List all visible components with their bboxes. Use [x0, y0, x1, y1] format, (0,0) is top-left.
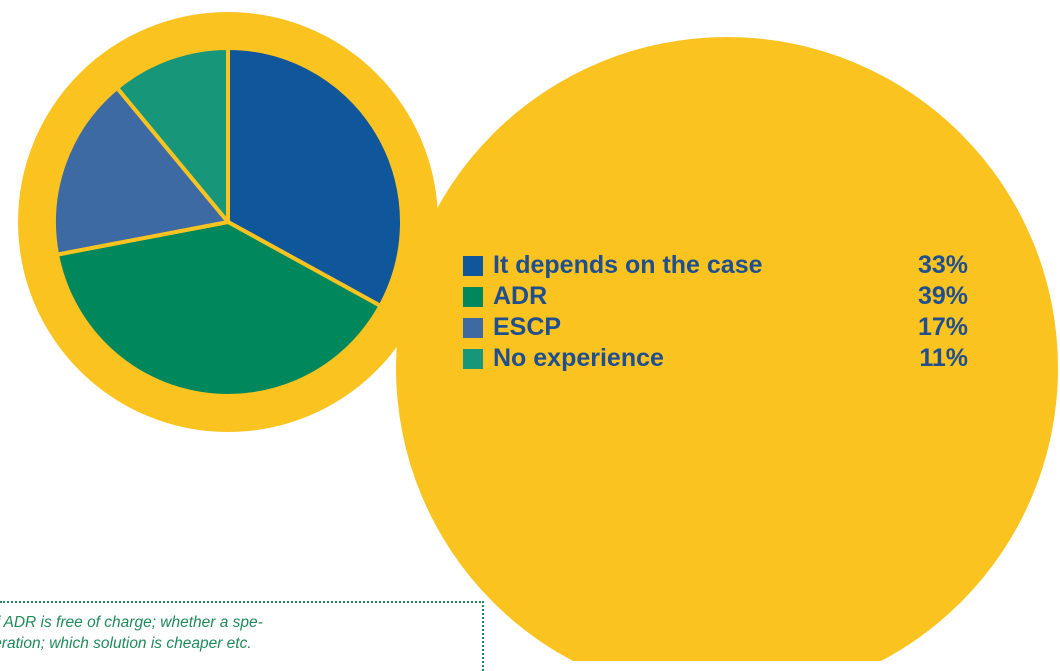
- legend-row-adr: ADR 39%: [463, 281, 968, 312]
- legend-value-it-depends: 33%: [917, 251, 968, 279]
- legend-row-it-depends: It depends on the case 33%: [463, 250, 968, 281]
- legend-label-it-depends: It depends on the case: [493, 251, 763, 279]
- pie-slice-adr: [55, 220, 383, 398]
- legend-label-adr: ADR: [493, 282, 548, 310]
- legend-swatch-adr: [463, 286, 483, 307]
- pie-slice-no-experience: [115, 46, 230, 224]
- legend-row-escp: ESCP 17%: [463, 312, 968, 343]
- legend-value-escp: 17%: [917, 313, 968, 341]
- pie-slice-escp: [52, 85, 230, 257]
- pie-slices: [52, 46, 404, 398]
- legend-swatch-no-experience: [463, 348, 483, 369]
- note-line-2: er’s cooperation; which solution is chea…: [0, 635, 252, 652]
- legend-label-no-experience: No experience: [493, 344, 664, 372]
- legend-swatch-it-depends: [463, 255, 483, 276]
- legend-swatch-escp: [463, 317, 483, 338]
- background-circle: [396, 37, 1058, 661]
- legend-label-escp: ESCP: [493, 313, 562, 341]
- legend: It depends on the case 33% ADR 39% ESCP …: [463, 250, 968, 374]
- legend-row-no-experience: No experience 11%: [463, 343, 968, 374]
- pie-slice-it-depends: [226, 46, 404, 308]
- note-box: [0, 601, 484, 671]
- note-text: suitable; if ADR is free of charge; whet…: [0, 612, 470, 654]
- legend-value-adr: 39%: [917, 282, 968, 310]
- note-line-1: suitable; if ADR is free of charge; whet…: [0, 614, 263, 631]
- legend-value-no-experience: 11%: [919, 344, 968, 372]
